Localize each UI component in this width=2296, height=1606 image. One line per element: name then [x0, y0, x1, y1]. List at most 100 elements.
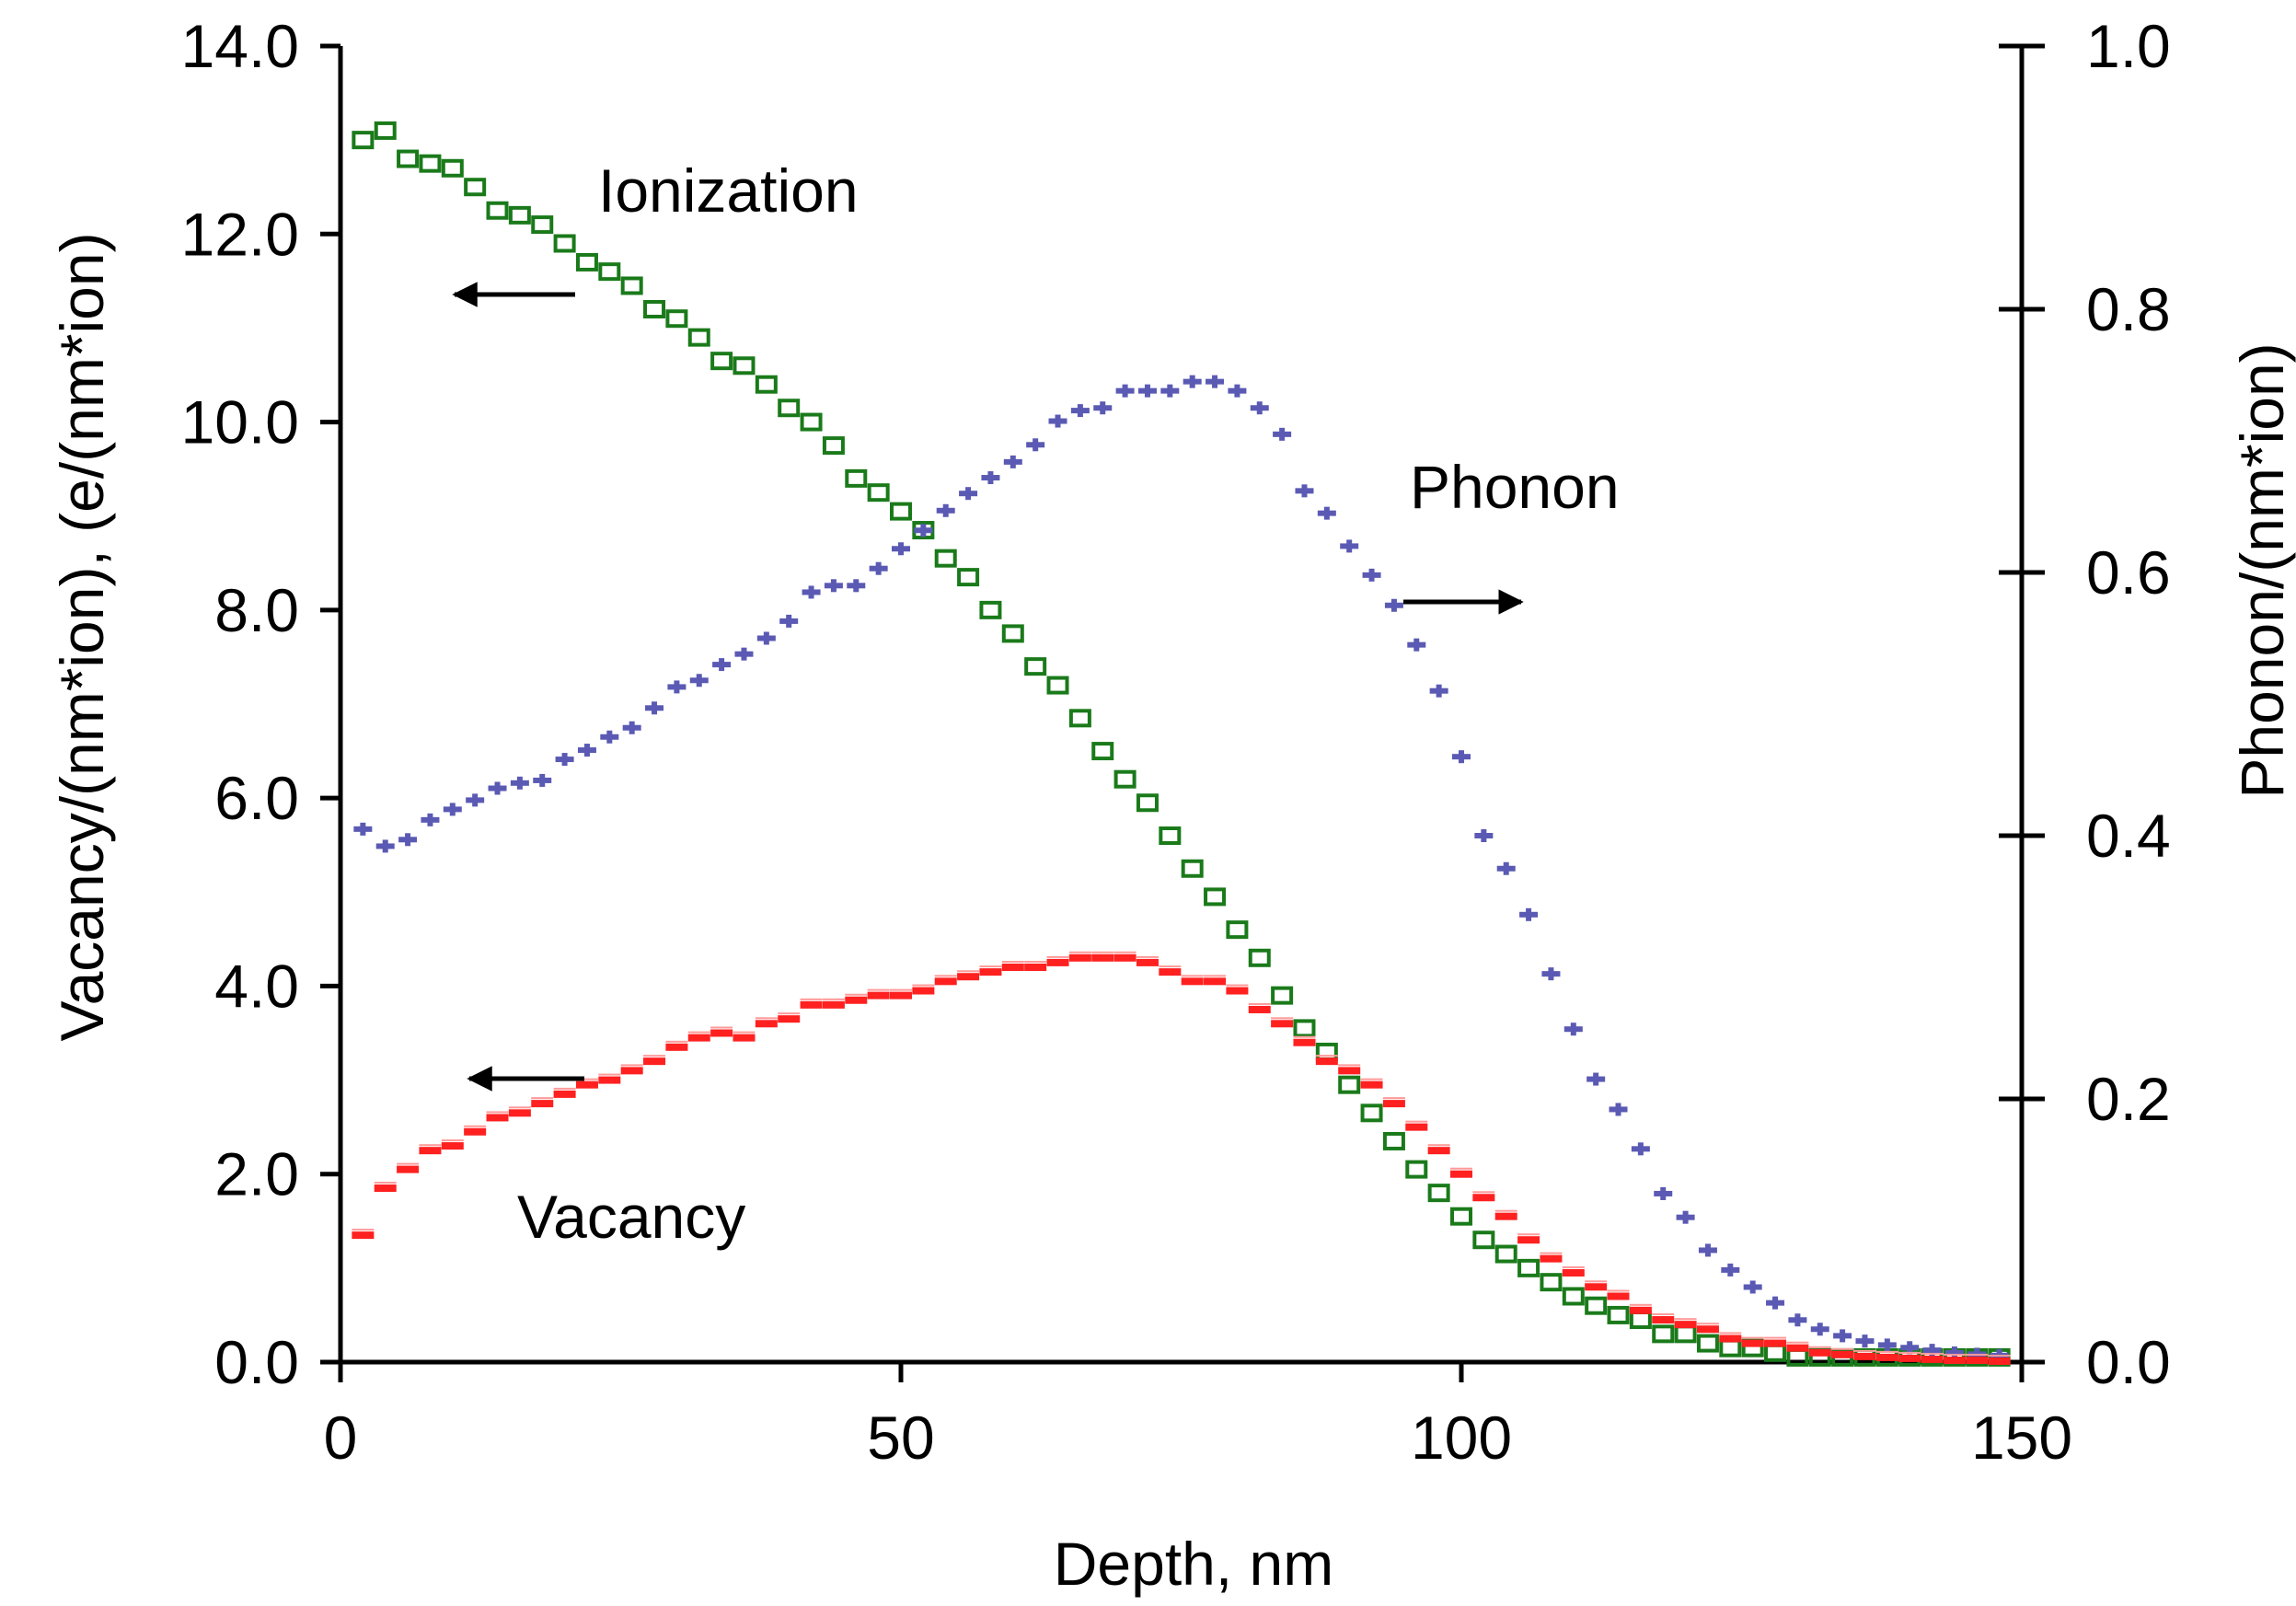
vacancy-point: [845, 993, 868, 1004]
vacancy-point: [1988, 1354, 2011, 1365]
y-right-tick-label: 1.0: [2086, 12, 2171, 80]
vacancy-point: [710, 1026, 733, 1037]
vacancy-point: [1181, 975, 1204, 986]
phonon-point: [847, 579, 866, 593]
ionization-point: [890, 502, 912, 521]
ionization-point: [441, 158, 464, 178]
ionization-point: [575, 252, 598, 272]
vacancy-point: [441, 1139, 464, 1150]
phonon-point: [1273, 427, 1292, 441]
ionization-point: [687, 328, 710, 347]
x-tick-label: 50: [867, 1404, 934, 1472]
series-vacancy: [352, 951, 2011, 1365]
phonon-point: [1944, 1346, 1964, 1359]
vacancy-point: [1024, 961, 1047, 971]
vacancy-point: [397, 1162, 420, 1173]
phonon-point: [421, 813, 440, 826]
vacancy-point: [1427, 1144, 1450, 1155]
vacancy-point: [1853, 1349, 1876, 1360]
ionization-point: [1517, 1258, 1540, 1277]
phonon-point: [622, 721, 641, 734]
vacancy-point: [665, 1040, 688, 1051]
vacancy-point: [419, 1144, 442, 1155]
phonon-point: [1160, 384, 1180, 398]
vacancy-point: [1607, 1289, 1630, 1300]
phonon-point: [1855, 1334, 1875, 1348]
phonon-point: [1743, 1280, 1762, 1294]
phonon-point: [667, 680, 686, 694]
vacancy-point: [1831, 1347, 1854, 1358]
phonon-point: [1810, 1323, 1829, 1336]
vacancy-point: [1001, 961, 1024, 971]
ionization-point: [800, 412, 823, 432]
vacancy-point: [1674, 1318, 1697, 1329]
vacancy-point: [778, 1012, 801, 1023]
phonon-point: [1654, 1186, 1673, 1200]
vacancy-point: [1382, 1097, 1405, 1108]
ionization-point: [1696, 1334, 1719, 1353]
vacancy-point: [1226, 984, 1249, 995]
vacancy-point: [1360, 1078, 1383, 1089]
x-tick-label: 0: [324, 1404, 358, 1472]
right-axis-title: Phonon/(nm*ion): [2228, 342, 2296, 798]
phonon-point: [1340, 539, 1359, 553]
vacancy-point: [1450, 1167, 1472, 1178]
y-left-tick-label: 14.0: [181, 12, 299, 80]
ionization-point: [1001, 624, 1024, 643]
vacancy-point: [1741, 1336, 1764, 1347]
vacancy-point: [643, 1055, 666, 1066]
vacancy-point: [1046, 955, 1069, 966]
ionization-point: [733, 356, 756, 376]
ionization-point: [1338, 1075, 1361, 1094]
ticks: [320, 43, 2045, 1382]
phonon-point: [1362, 568, 1381, 582]
phonon-point: [533, 773, 552, 787]
ionization-point: [1271, 986, 1294, 1005]
ionization-point: [1204, 887, 1227, 907]
ionization-point: [620, 276, 643, 295]
vacancy-point: [464, 1125, 487, 1136]
ionization-point: [1652, 1324, 1675, 1344]
vacancy-point: [553, 1087, 576, 1098]
x-tick-label: 100: [1411, 1404, 1512, 1472]
phonon-point: [1631, 1142, 1650, 1156]
phonon-point: [1586, 1072, 1606, 1086]
ionization-point: [1674, 1324, 1697, 1344]
phonon-point: [892, 542, 910, 556]
phonon-point: [1563, 1023, 1583, 1036]
ionization-point: [934, 549, 957, 568]
phonon-point: [1609, 1103, 1628, 1116]
y-right-tick-label: 0.0: [2086, 1328, 2171, 1396]
vacancy-point: [1652, 1313, 1675, 1324]
annotations: Ionization Phonon Vacancy: [452, 156, 1620, 1251]
tick-labels: 0 50 100 1500.02.04.06.08.010.012.014.00.00…: [181, 12, 2171, 1472]
phonon-point: [488, 781, 507, 795]
phonon-point: [936, 503, 955, 517]
ionization-point: [1226, 920, 1249, 940]
ionization-point: [1382, 1131, 1405, 1150]
vacancy-point: [1517, 1233, 1540, 1244]
y-left-tick-label: 8.0: [214, 576, 299, 644]
vacancy-point: [1248, 1002, 1271, 1013]
phonon-point: [466, 793, 485, 807]
ionization-point: [1024, 657, 1047, 676]
ionization-point: [1159, 826, 1182, 845]
phonon-point: [869, 561, 888, 575]
ionization-point: [553, 234, 576, 253]
ionization-point: [352, 131, 375, 150]
phonon-point: [959, 487, 978, 501]
phonon-point: [1070, 404, 1090, 418]
ionization-point: [755, 375, 778, 394]
y-left-tick-label: 12.0: [181, 200, 299, 268]
ionization-point: [1494, 1244, 1517, 1264]
vacancy-point: [687, 1031, 710, 1042]
phonon-point: [1676, 1210, 1695, 1224]
phonon-point: [824, 579, 843, 593]
phonon-point: [1519, 907, 1539, 921]
vacancy-point: [1696, 1323, 1719, 1334]
phonon-point: [734, 647, 754, 661]
phonon-point: [1093, 401, 1113, 415]
vacancy-point: [1808, 1346, 1831, 1357]
vacancy-point: [1472, 1191, 1495, 1202]
